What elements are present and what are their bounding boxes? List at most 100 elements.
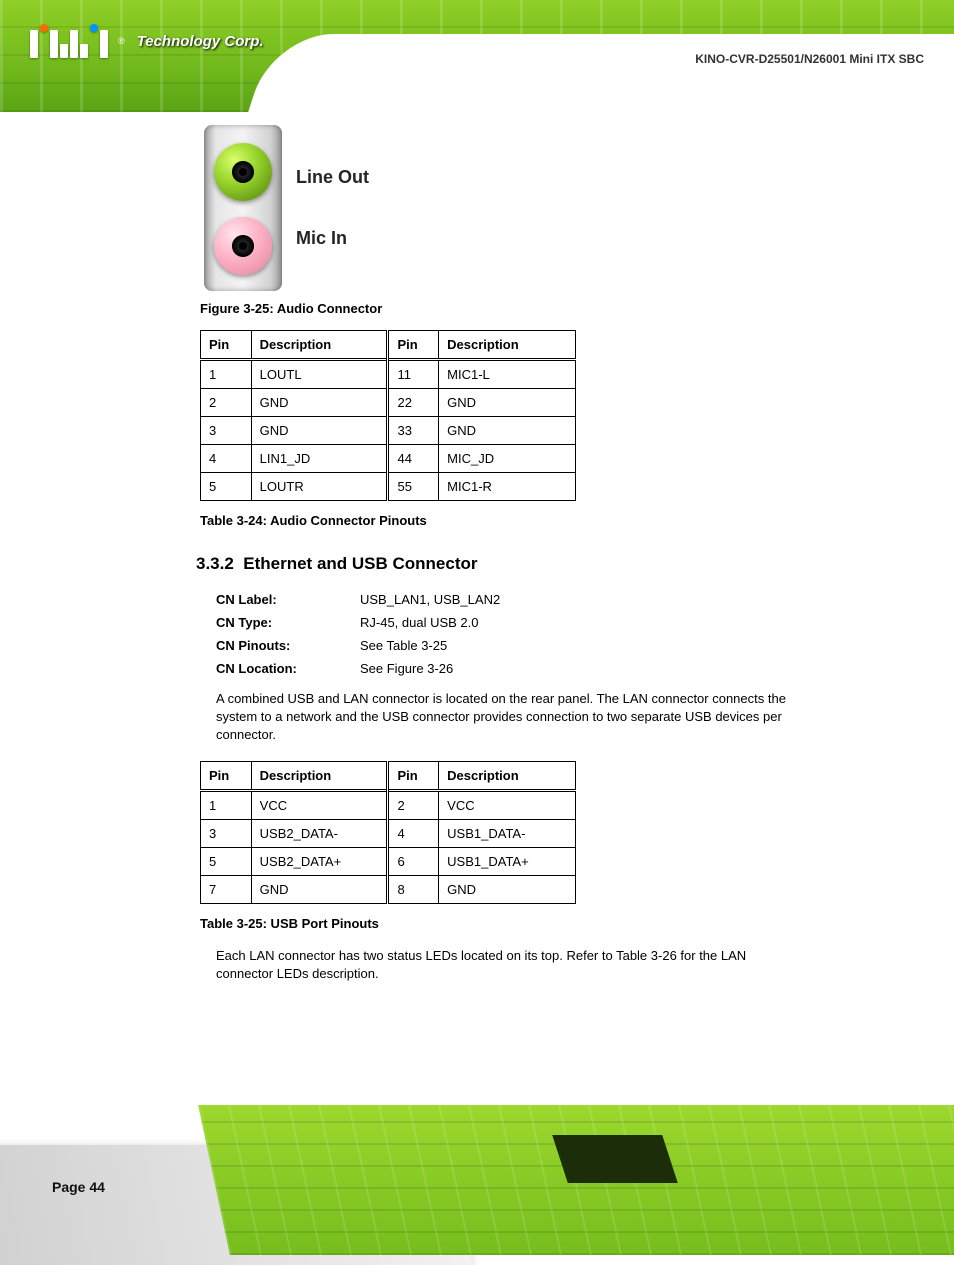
cn-label-value: USB_LAN1, USB_LAN2 [360, 592, 800, 607]
table-cell: 55 [388, 473, 439, 501]
table-cell: USB2_DATA+ [251, 847, 388, 875]
table-cell: MIC1-R [439, 473, 576, 501]
table-cell: GND [251, 417, 388, 445]
cn-type-value: RJ-45, dual USB 2.0 [360, 615, 800, 630]
table-row: 3GND33GND [201, 417, 576, 445]
line-out-jack-icon [214, 143, 272, 201]
table-cell: 22 [388, 389, 439, 417]
logo-bar [50, 30, 58, 58]
header-swoop [235, 34, 954, 112]
page-number: Page 44 [52, 1179, 105, 1195]
table-cell: VCC [251, 790, 388, 819]
logo-dot-orange [40, 24, 48, 32]
table-header-row: PinDescriptionPinDescription [201, 761, 576, 790]
page-content: Line Out Mic In Figure 3-25: Audio Conne… [200, 125, 800, 999]
section-title: Ethernet and USB Connector [243, 554, 477, 573]
table-cell: 7 [201, 875, 252, 903]
section-3-3-2-heading: 3.3.2 Ethernet and USB Connector [196, 554, 800, 574]
cn-pinouts-label: CN Pinouts: [216, 638, 356, 653]
table-cell: MIC_JD [439, 445, 576, 473]
line-out-label: Line Out [296, 167, 369, 188]
table-row: 1VCC2VCC [201, 790, 576, 819]
logo-box: ® Technology Corp. [30, 24, 264, 58]
table-cell: 33 [388, 417, 439, 445]
table-cell: 2 [388, 790, 439, 819]
table-header-cell: Pin [388, 761, 439, 790]
mic-in-jack-icon [214, 217, 272, 275]
table-cell: 44 [388, 445, 439, 473]
logo-bar [60, 44, 68, 58]
logo-dot-blue [90, 24, 98, 32]
table-row: 1LOUTL11MIC1-L [201, 360, 576, 389]
table-header-cell: Description [439, 761, 576, 790]
table-cell: USB1_DATA- [439, 819, 576, 847]
table-cell: 4 [201, 445, 252, 473]
table-3-24-caption: Table 3-24: Audio Connector Pinouts [200, 513, 800, 528]
audio-jack-figure: Line Out Mic In [200, 125, 800, 291]
table-cell: 1 [201, 360, 252, 389]
table-cell: 5 [201, 847, 252, 875]
table-cell: VCC [439, 790, 576, 819]
table-row: 4LIN1_JD44MIC_JD [201, 445, 576, 473]
table-header-row: PinDescriptionPinDescription [201, 331, 576, 360]
header-product-title: KINO-CVR-D25501/N26001 Mini ITX SBC [444, 52, 924, 66]
footer-dark-arrow-icon [552, 1135, 678, 1183]
footer-banner: Page 44 [0, 1120, 954, 1235]
table-header-cell: Description [251, 761, 388, 790]
table-3-24: PinDescriptionPinDescription 1LOUTL11MIC… [200, 330, 576, 501]
cn-pinouts-value: See Table 3-25 [360, 638, 800, 653]
logo-text: Technology Corp. [137, 33, 264, 50]
table-row: 5LOUTR55MIC1-R [201, 473, 576, 501]
jack-inner-hole [239, 242, 247, 250]
table-header-cell: Pin [201, 761, 252, 790]
jack-inner-hole [239, 168, 247, 176]
lan-paragraph: Each LAN connector has two status LEDs l… [216, 947, 800, 983]
table-cell: 1 [201, 790, 252, 819]
table-header-cell: Description [439, 331, 576, 360]
table-cell: 8 [388, 875, 439, 903]
table-cell: 3 [201, 819, 252, 847]
audio-jack-plate [204, 125, 282, 291]
logo-bar [30, 30, 38, 58]
cn-type-label: CN Type: [216, 615, 356, 630]
cn-location-value: See Figure 3-26 [360, 661, 800, 676]
jack-labels: Line Out Mic In [296, 125, 369, 291]
table-row: 3USB2_DATA-4USB1_DATA- [201, 819, 576, 847]
logo-bar [100, 30, 108, 58]
table-header-cell: Pin [388, 331, 439, 360]
table-cell: USB1_DATA+ [439, 847, 576, 875]
table-cell: USB2_DATA- [251, 819, 388, 847]
table-cell: GND [251, 875, 388, 903]
table-row: 7GND8GND [201, 875, 576, 903]
logo-bar [80, 44, 88, 58]
table-cell: 11 [388, 360, 439, 389]
table-cell: 4 [388, 819, 439, 847]
cn-location-label: CN Location: [216, 661, 356, 676]
table-cell: GND [439, 875, 576, 903]
cn-label-label: CN Label: [216, 592, 356, 607]
table-cell: LOUTL [251, 360, 388, 389]
section-3-3-2-fields: CN Label: USB_LAN1, USB_LAN2 CN Type: RJ… [216, 592, 800, 676]
iei-logo-icon [30, 24, 108, 58]
table-cell: LIN1_JD [251, 445, 388, 473]
table-3-25: PinDescriptionPinDescription 1VCC2VCC3US… [200, 761, 576, 904]
table-row: 2GND22GND [201, 389, 576, 417]
mic-in-label: Mic In [296, 228, 369, 249]
table-header-cell: Description [251, 331, 388, 360]
table-3-25-caption: Table 3-25: USB Port Pinouts [200, 916, 800, 931]
table-cell: 5 [201, 473, 252, 501]
table-cell: 6 [388, 847, 439, 875]
table-cell: GND [251, 389, 388, 417]
section-number: 3.3.2 [196, 554, 234, 573]
logo-registered: ® [118, 36, 125, 46]
table-cell: MIC1-L [439, 360, 576, 389]
table-cell: GND [439, 389, 576, 417]
table-cell: LOUTR [251, 473, 388, 501]
table-cell: 3 [201, 417, 252, 445]
section-3-3-2-body: A combined USB and LAN connector is loca… [216, 690, 800, 745]
header-banner: ® Technology Corp. KINO-CVR-D25501/N2600… [0, 0, 954, 112]
logo-bar [70, 30, 78, 58]
table-row: 5USB2_DATA+6USB1_DATA+ [201, 847, 576, 875]
table-cell: GND [439, 417, 576, 445]
table-cell: 2 [201, 389, 252, 417]
